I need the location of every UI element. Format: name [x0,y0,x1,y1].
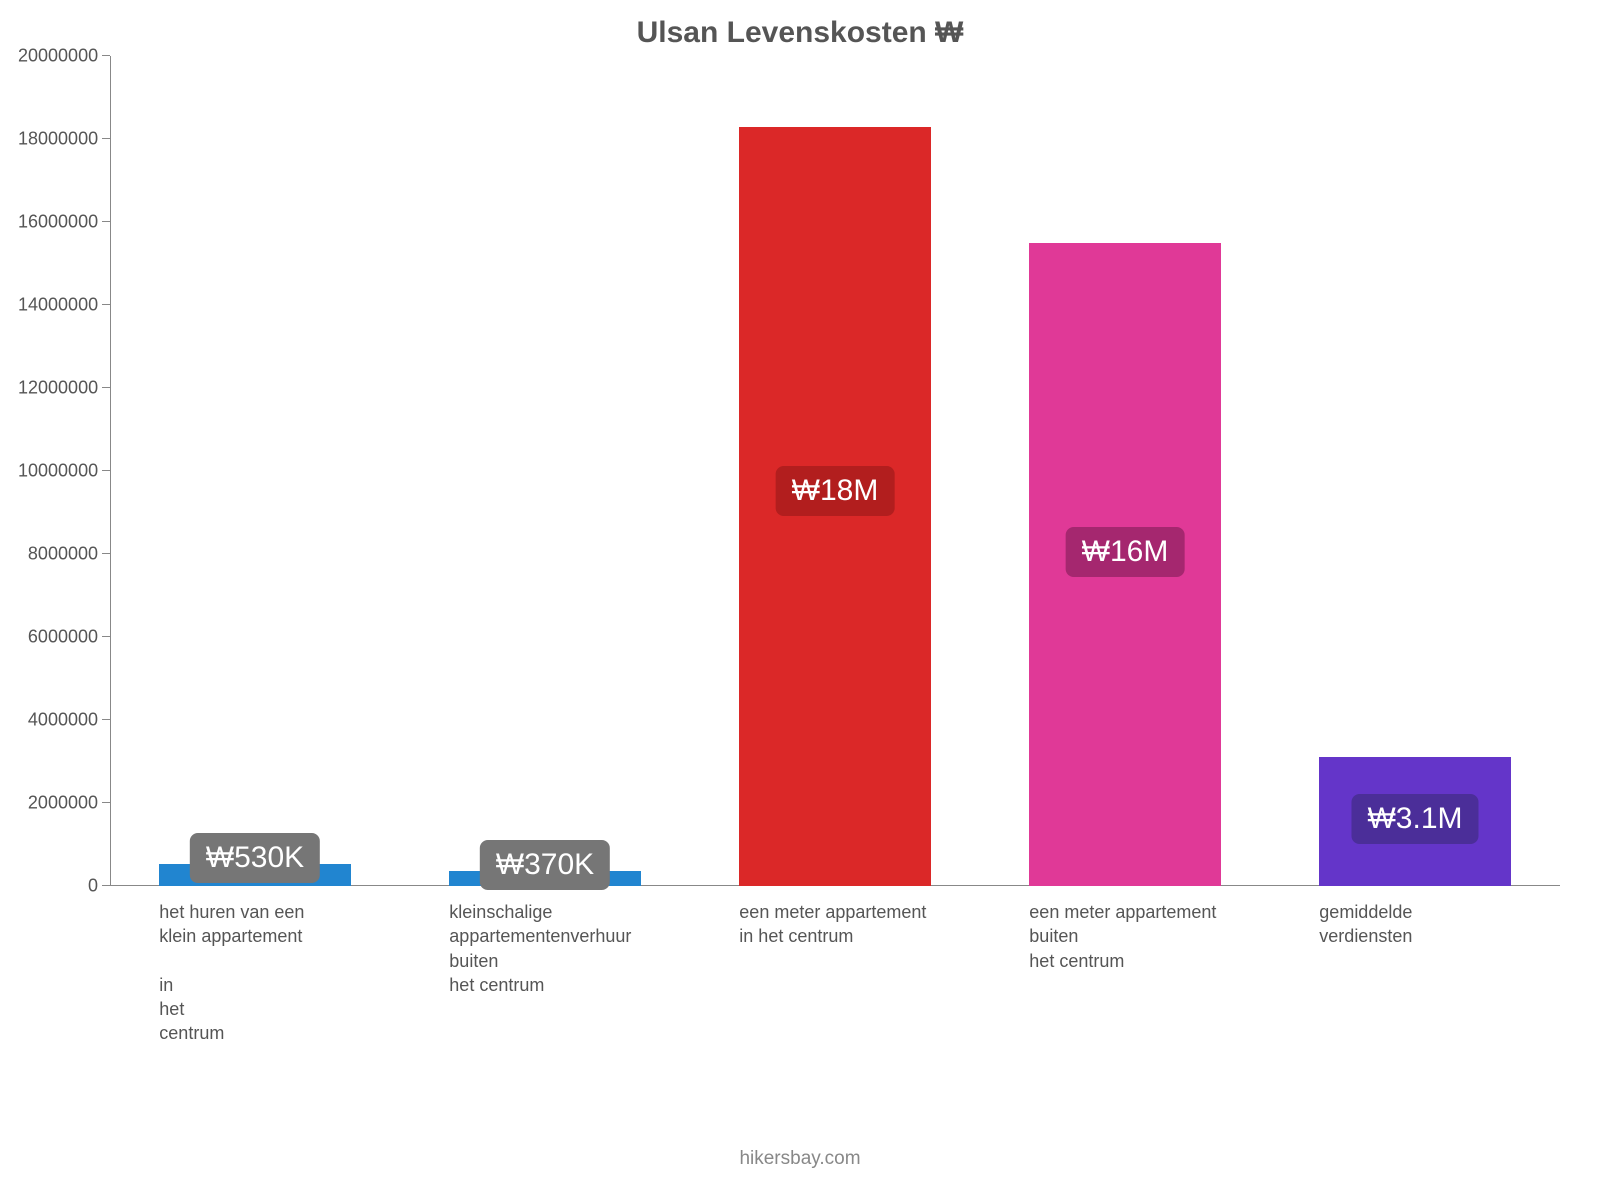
y-tick-label: 4000000 [18,710,98,731]
y-tick-mark [102,636,110,637]
y-tick-label: 10000000 [18,461,98,482]
y-tick-label: 0 [18,876,98,897]
chart-container: Ulsan Levenskosten ₩ 0200000040000006000… [0,0,1600,1200]
x-category-label: een meter appartementbuitenhet centrum [1029,900,1305,973]
y-tick-mark [102,802,110,803]
x-category-label: gemiddeldeverdiensten [1319,900,1595,949]
y-tick-mark [102,138,110,139]
bar-value-label: ₩3.1M [1351,794,1478,844]
attribution-text: hikersbay.com [0,1148,1600,1170]
y-tick-label: 20000000 [18,46,98,67]
bar-value-label: ₩370K [480,840,610,890]
y-tick-label: 12000000 [18,378,98,399]
y-tick-label: 2000000 [18,793,98,814]
plot-area: 0200000040000006000000800000010000000120… [110,56,1560,886]
y-tick-label: 14000000 [18,295,98,316]
y-tick-mark [102,885,110,886]
x-category-label: het huren van eenklein appartement inhet… [159,900,435,1046]
bar-value-label: ₩530K [190,833,320,883]
y-tick-mark [102,553,110,554]
y-tick-label: 18000000 [18,129,98,150]
y-tick-label: 6000000 [18,627,98,648]
x-category-label: kleinschaligeappartementenverhuurbuitenh… [449,900,725,997]
y-tick-mark [102,387,110,388]
y-axis-line [110,56,111,886]
y-tick-mark [102,221,110,222]
y-tick-mark [102,470,110,471]
y-tick-mark [102,304,110,305]
y-tick-label: 8000000 [18,544,98,565]
bar-value-label: ₩18M [776,466,895,516]
y-tick-mark [102,55,110,56]
x-category-label: een meter appartementin het centrum [739,900,1015,949]
y-tick-mark [102,719,110,720]
y-tick-label: 16000000 [18,212,98,233]
chart-title: Ulsan Levenskosten ₩ [0,16,1600,50]
bar-value-label: ₩16M [1066,527,1185,577]
